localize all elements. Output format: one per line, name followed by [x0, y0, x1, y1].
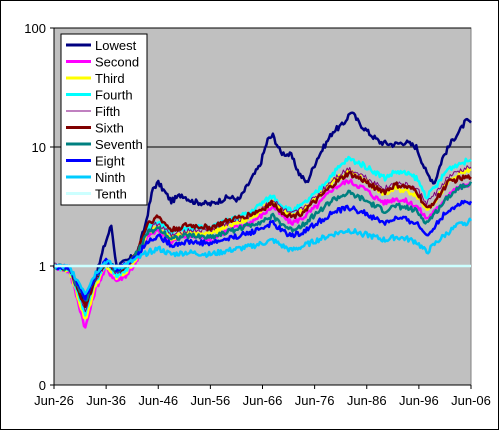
- legend-label: Third: [95, 71, 125, 86]
- legend-label: Lowest: [95, 38, 137, 53]
- x-tick-label: Jun-86: [347, 393, 387, 408]
- x-tick-label: Jun-66: [243, 393, 283, 408]
- series-line-lowest: [53, 111, 472, 304]
- x-tick-label: Jun-36: [86, 393, 126, 408]
- x-tick-label: Jun-96: [399, 393, 439, 408]
- x-axis: Jun-26 Jun-36 Jun-46 Jun-56 Jun-66 Jun-76 Jun-…: [34, 384, 491, 408]
- legend-label: Ninth: [95, 170, 125, 185]
- x-tick-label: Jun-26: [34, 393, 74, 408]
- y-tick-label: 100: [24, 21, 46, 36]
- y-axis: 0 1 10 100: [24, 21, 55, 393]
- legend-label: Tenth: [95, 187, 127, 202]
- legend-label: Sixth: [95, 121, 124, 136]
- x-tick-label: Jun-56: [191, 393, 231, 408]
- legend-label: Seventh: [95, 137, 143, 152]
- y-tick-label: 10: [32, 140, 46, 155]
- y-tick-label: 0: [39, 378, 46, 393]
- legend-label: Eight: [95, 154, 125, 169]
- series-line-sixth: [52, 170, 472, 309]
- legend-label: Fifth: [95, 104, 120, 119]
- x-tick-label: Jun-76: [295, 393, 335, 408]
- legend-label: Fourth: [95, 88, 133, 103]
- legend-label: Second: [95, 55, 139, 70]
- series-layer: [52, 111, 473, 329]
- x-tick-label: Jun-46: [138, 393, 178, 408]
- x-tick-label: Jun-06: [451, 393, 491, 408]
- y-tick-label: 1: [39, 259, 46, 274]
